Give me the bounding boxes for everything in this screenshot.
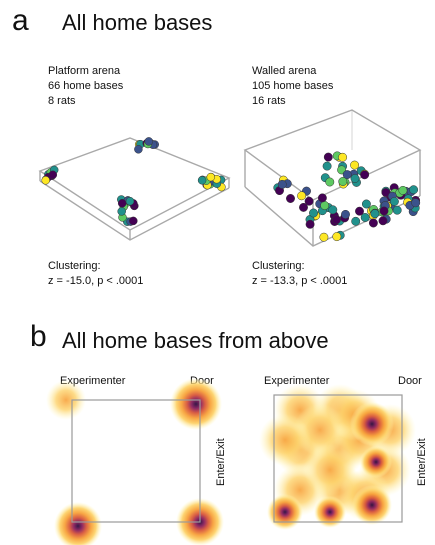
home-base-dot [317,193,327,203]
home-base-dot [379,206,389,216]
home-base-dot [125,196,135,206]
home-base-dot [117,207,126,216]
platform-count: 66 home bases [48,80,124,92]
panel-a-title: All home bases [62,10,213,35]
panel-b-letter: b [30,320,47,353]
home-base-dot [331,215,341,225]
home-base-dot [41,176,50,185]
home-base-dot [341,209,350,219]
home-base-dot [197,176,207,185]
home-base-dot [299,202,308,212]
home-base-dot [355,206,364,216]
home-base-dot [305,219,315,229]
home-base-dot [351,216,361,226]
home-base-dot [409,185,419,195]
home-base-dot [360,213,370,222]
heat-blob [170,378,222,430]
home-base-dot [350,160,360,170]
home-base-dot [129,216,138,226]
home-base-dot [328,205,338,215]
walled-count: 105 home bases [252,80,334,92]
home-base-dot [389,197,399,206]
home-base-dot [368,218,378,228]
home-base-dot [297,191,307,201]
heat-blob [259,414,311,466]
heat-blob [350,402,394,446]
home-base-dot [319,232,329,242]
home-base-dot [206,172,216,182]
home-base-dot [309,208,318,218]
heat-blob [360,446,392,478]
home-base-dot [392,205,402,215]
home-base-dot [338,152,348,162]
panel-b-title: All home bases from above [62,328,329,353]
panel-a-letter: a [12,4,29,37]
home-base-dot [361,199,371,209]
home-base-dot [350,174,360,183]
walled-rats: 16 rats [252,95,286,107]
home-base-dot [325,177,335,187]
home-base-dot [411,198,421,208]
heat-blob [46,380,86,420]
home-base-dot [342,170,352,180]
platform-clustering-label: Clustering: [48,260,101,272]
heat-blob [54,502,102,545]
right-door-label: Door [398,375,422,387]
home-base-dot [378,216,388,226]
left-enter-exit-label: Enter/Exit [215,438,227,486]
home-base-dot [370,209,380,219]
home-base-dot [338,177,348,186]
walled-label: Walled arena [252,65,317,77]
home-base-dot [277,179,287,189]
home-base-dot [144,137,154,146]
right-enter-exit-label: Enter/Exit [416,438,428,486]
home-base-dot [332,232,342,242]
home-base-dot [286,194,295,203]
home-base-dot [48,170,58,180]
walled-clustering-stats: z = -13.3, p < .0001 [252,275,348,287]
heat-blob [352,485,392,525]
home-base-dot [360,170,370,180]
heat-blob [314,496,346,528]
home-base-dot [322,161,332,171]
platform-label: Platform arena [48,65,121,77]
home-base-dot [134,145,143,154]
home-base-dot [398,185,408,195]
platform-rats: 8 rats [48,95,76,107]
platform-clustering-stats: z = -15.0, p < .0001 [48,275,144,287]
heat-blob [267,494,303,530]
right-experimenter-label: Experimenter [264,375,330,387]
walled-clustering-label: Clustering: [252,260,305,272]
home-base-dot [304,196,314,206]
home-base-dot [323,152,333,162]
